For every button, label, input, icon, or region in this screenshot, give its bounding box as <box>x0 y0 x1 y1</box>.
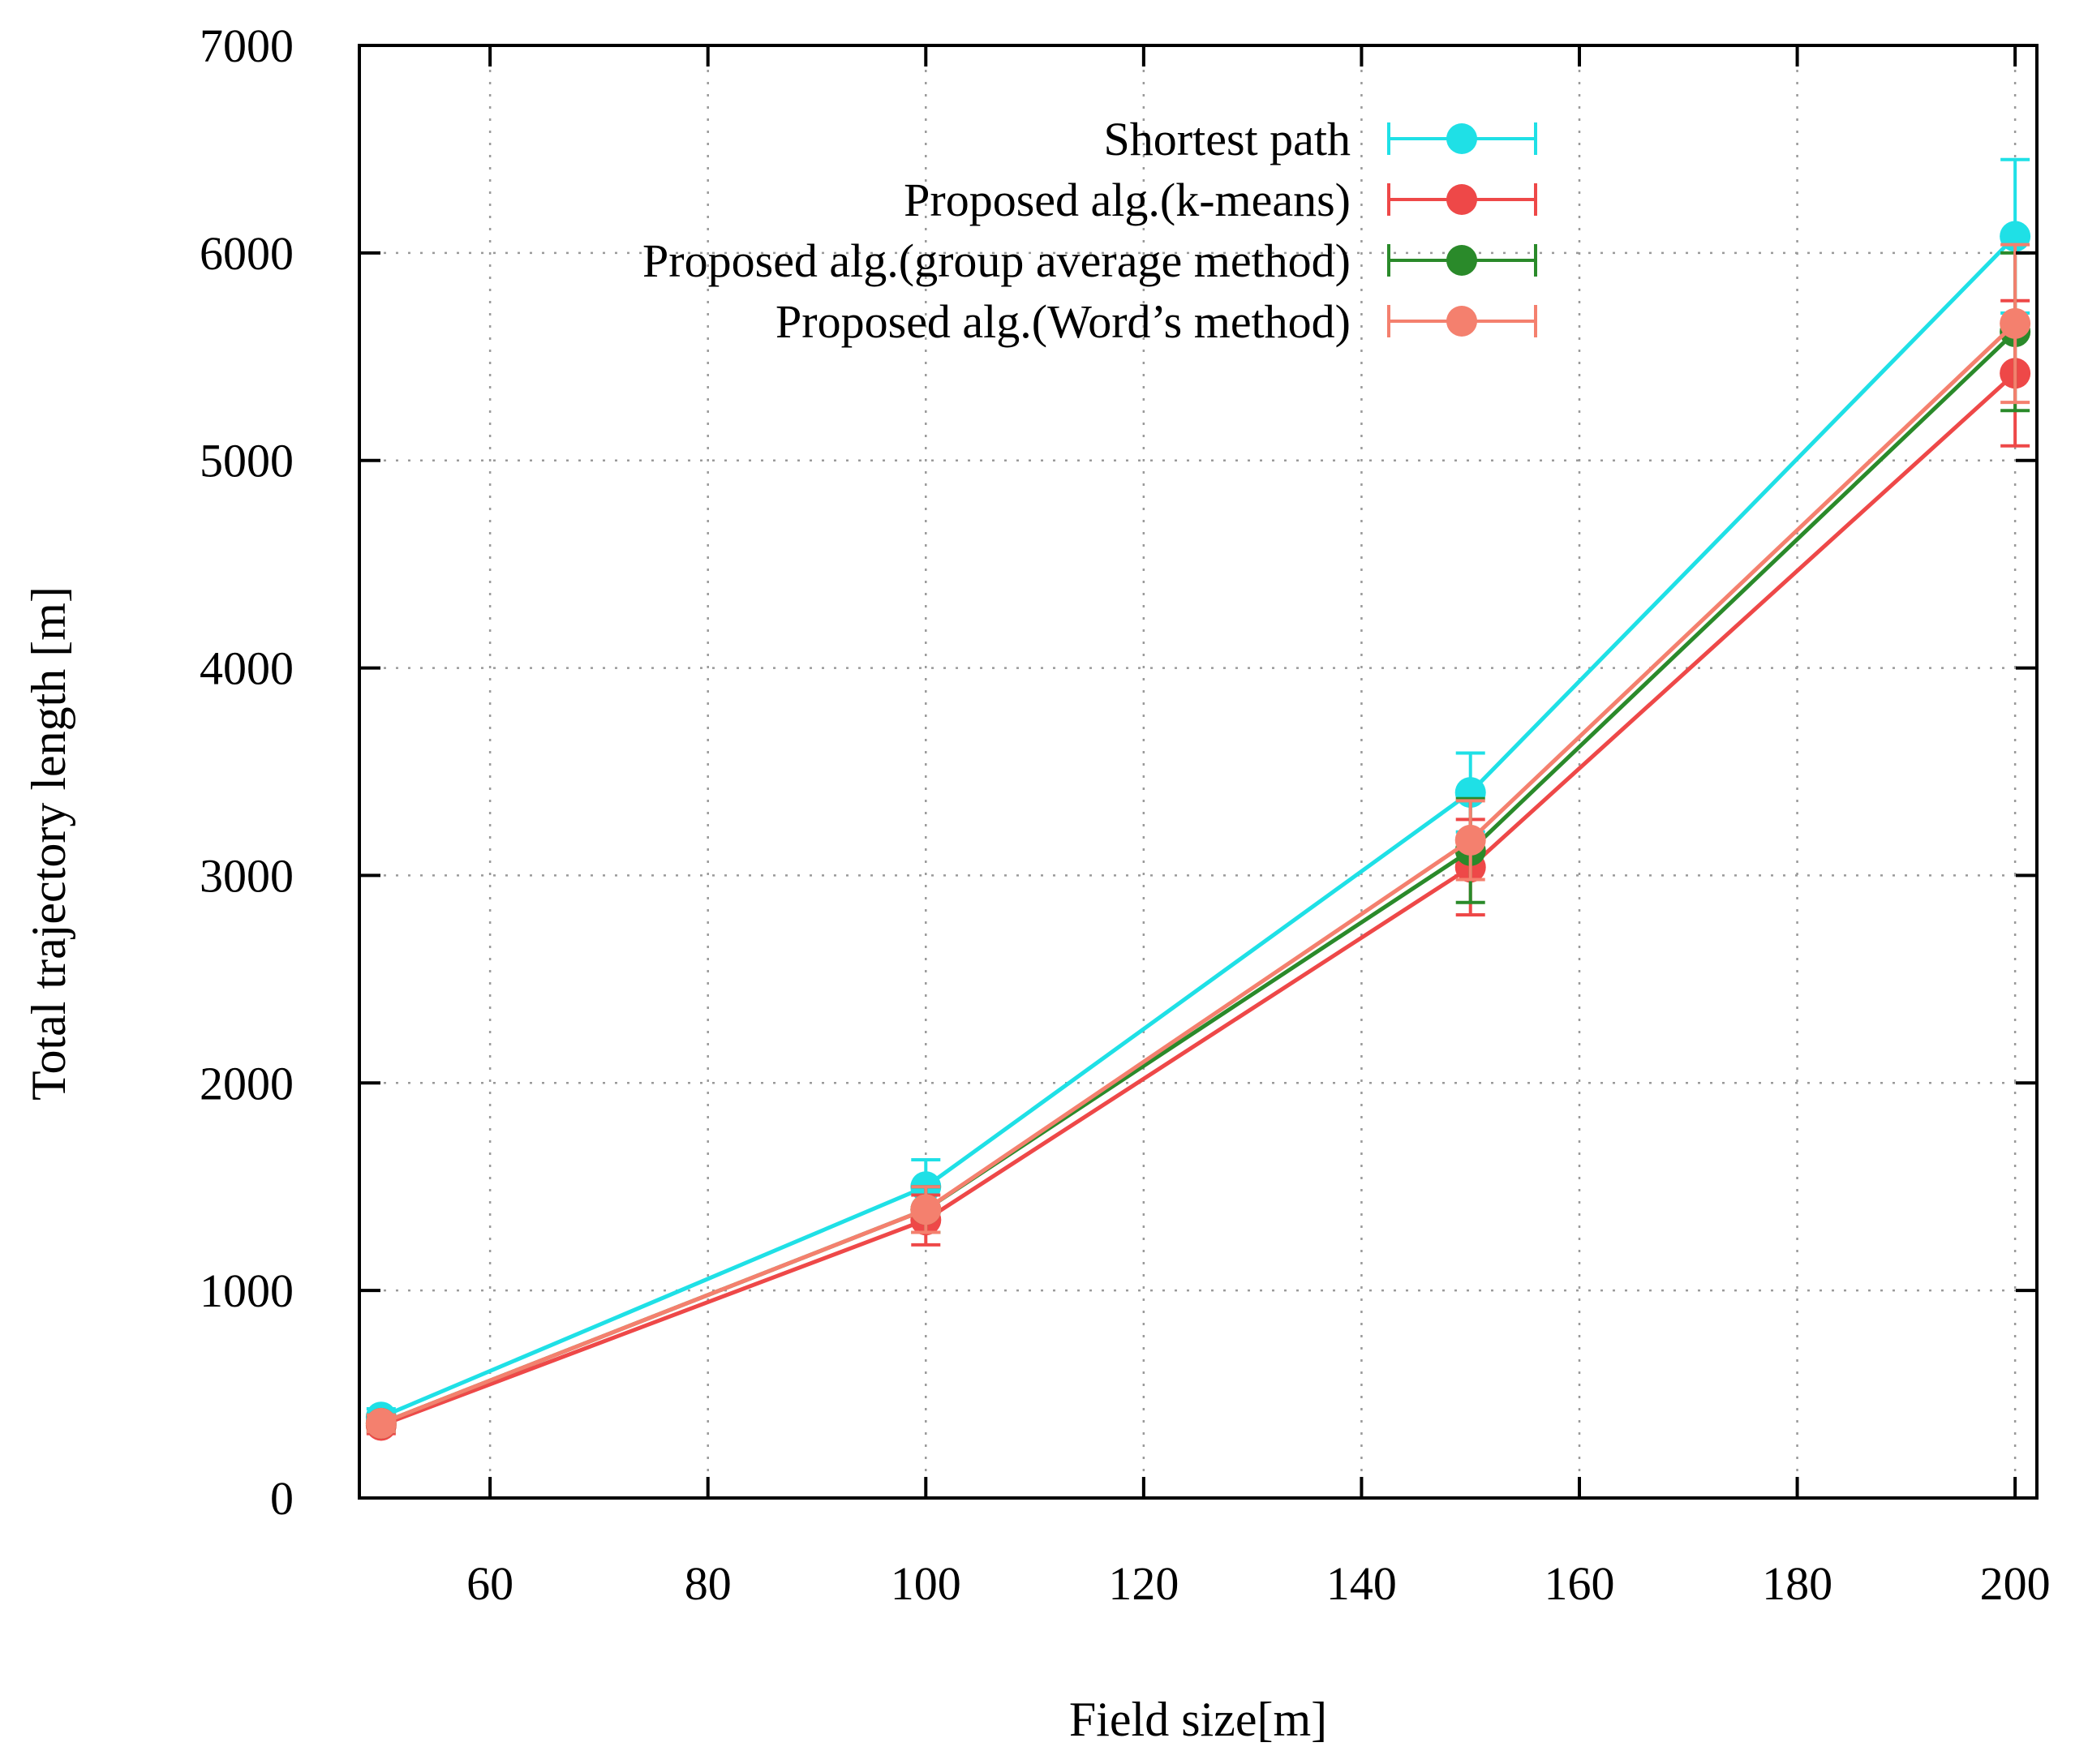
series-line <box>380 330 2017 1426</box>
x-axis-title: Field size[m] <box>1069 1693 1327 1746</box>
series-3 <box>365 242 2031 1439</box>
legend-entry: Proposed alg.(k-means) <box>904 174 1537 226</box>
series-line <box>380 322 2017 1426</box>
series-1 <box>365 298 2031 1441</box>
y-tick-label: 2000 <box>200 1057 294 1109</box>
series-line <box>380 234 2017 1419</box>
series-layer <box>365 157 2031 1441</box>
x-tick-label: 120 <box>1108 1557 1179 1610</box>
series-2 <box>365 251 2031 1439</box>
y-axis-title: Total trajectory length [m] <box>22 586 75 1101</box>
x-tick-label: 180 <box>1762 1557 1832 1610</box>
legend-marker <box>1446 306 1477 337</box>
legend-label: Proposed alg.(Word’s method) <box>775 295 1351 348</box>
y-tick-label: 7000 <box>200 19 294 72</box>
legend-label: Proposed alg.(k-means) <box>904 174 1351 226</box>
legend: Shortest path Proposed alg.(k-means) Propo… <box>642 113 1537 348</box>
x-tick-label: 100 <box>891 1557 961 1610</box>
legend-marker <box>1446 184 1477 215</box>
legend-label: Shortest path <box>1104 113 1351 165</box>
series-0 <box>365 157 2031 1433</box>
legend-entry: Proposed alg.(group average method) <box>642 234 1537 287</box>
data-point <box>2000 307 2031 339</box>
y-tick-label: 6000 <box>200 227 294 280</box>
plot-frame <box>358 44 2039 1500</box>
legend-marker <box>1446 245 1477 276</box>
y-tick-label: 0 <box>270 1472 294 1525</box>
x-tick-label: 160 <box>1545 1557 1615 1610</box>
legend-label: Proposed alg.(group average method) <box>642 234 1351 287</box>
data-point <box>910 1194 942 1225</box>
x-tick-label: 140 <box>1326 1557 1397 1610</box>
legend-entry: Proposed alg.(Word’s method) <box>775 295 1537 348</box>
x-tick-label: 60 <box>466 1557 513 1610</box>
x-tick-label: 80 <box>685 1557 732 1610</box>
series-line <box>380 371 2017 1427</box>
y-tick-label: 4000 <box>200 642 294 695</box>
data-point <box>1454 824 1486 856</box>
y-tick-label: 5000 <box>200 435 294 487</box>
legend-marker <box>1446 123 1477 154</box>
data-point <box>365 1407 397 1439</box>
x-tick-label: 200 <box>1980 1557 2051 1610</box>
y-tick-label: 1000 <box>200 1264 294 1317</box>
y-tick-label: 3000 <box>200 849 294 902</box>
axis-ticks: 60 80 100 120 140 160 180 200010002000300040005… <box>200 19 2051 1610</box>
legend-entry: Shortest path <box>1104 113 1537 165</box>
